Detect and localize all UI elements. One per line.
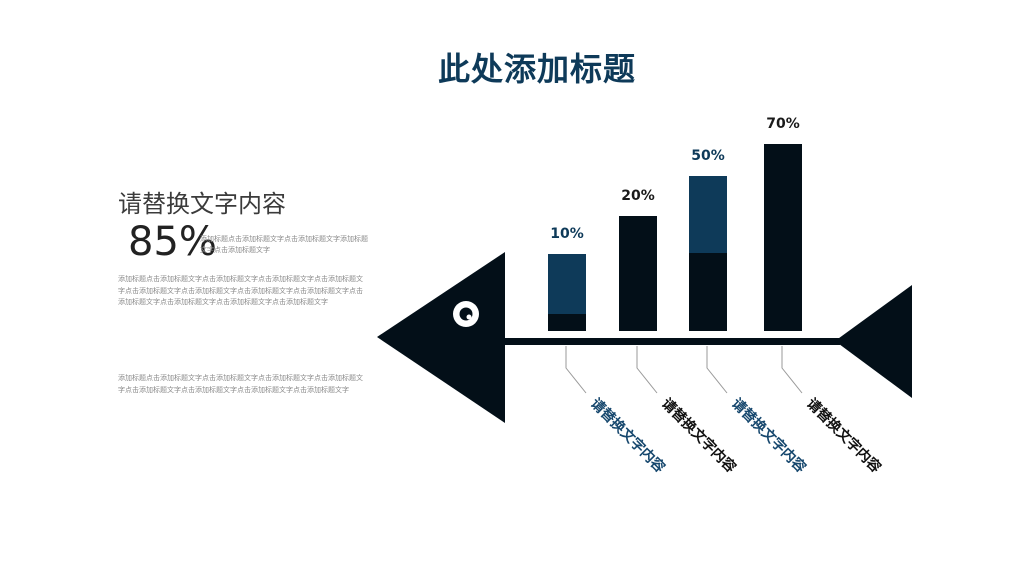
bar-4 (764, 144, 802, 331)
bar-3-top (689, 176, 727, 253)
rib-line-2 (636, 346, 658, 394)
fish-tail (835, 285, 912, 398)
fish-head (377, 252, 505, 423)
left-heading: 请替换文字内容 (118, 190, 286, 218)
value-label-4: 70% (766, 116, 800, 132)
value-label-2: 20% (621, 188, 655, 204)
value-label-3: 50% (691, 148, 725, 164)
category-label-4: 请替换文字内容 (803, 395, 884, 476)
fish-eye-highlight-icon (466, 314, 472, 320)
description-paragraph-2: 添加标题点击添加标题文字点击添加标题文字点击添加标题文字点击添加标题文字点击添加… (118, 374, 363, 394)
sub-note-text: 添加标题点击添加标题文字点击添加标题文字添加标题文字点击添加标题文字 (200, 235, 368, 254)
category-label-2: 请替换文字内容 (658, 395, 739, 476)
value-label-1: 10% (550, 226, 584, 242)
page-title: 此处添加标题 (437, 50, 636, 88)
rib-line-4 (781, 346, 803, 394)
description-paragraph-1: 添加标题点击添加标题文字点击添加标题文字点击添加标题文字点击添加标题文字点击添加… (118, 275, 363, 306)
category-label-3: 请替换文字内容 (728, 395, 809, 476)
fish-spine (500, 338, 840, 345)
category-label-1: 请替换文字内容 (587, 395, 668, 476)
big-percent: 85% (128, 219, 217, 265)
bar-1-base (548, 314, 586, 331)
rib-line-1 (565, 346, 587, 394)
bars-layer: 10% 请替换文字内容 20% 请替换文字内容 50% 请替换文字内容 70% 请替换文字内容 (548, 116, 884, 476)
bar-2 (619, 216, 657, 331)
rib-line-3 (706, 346, 728, 394)
